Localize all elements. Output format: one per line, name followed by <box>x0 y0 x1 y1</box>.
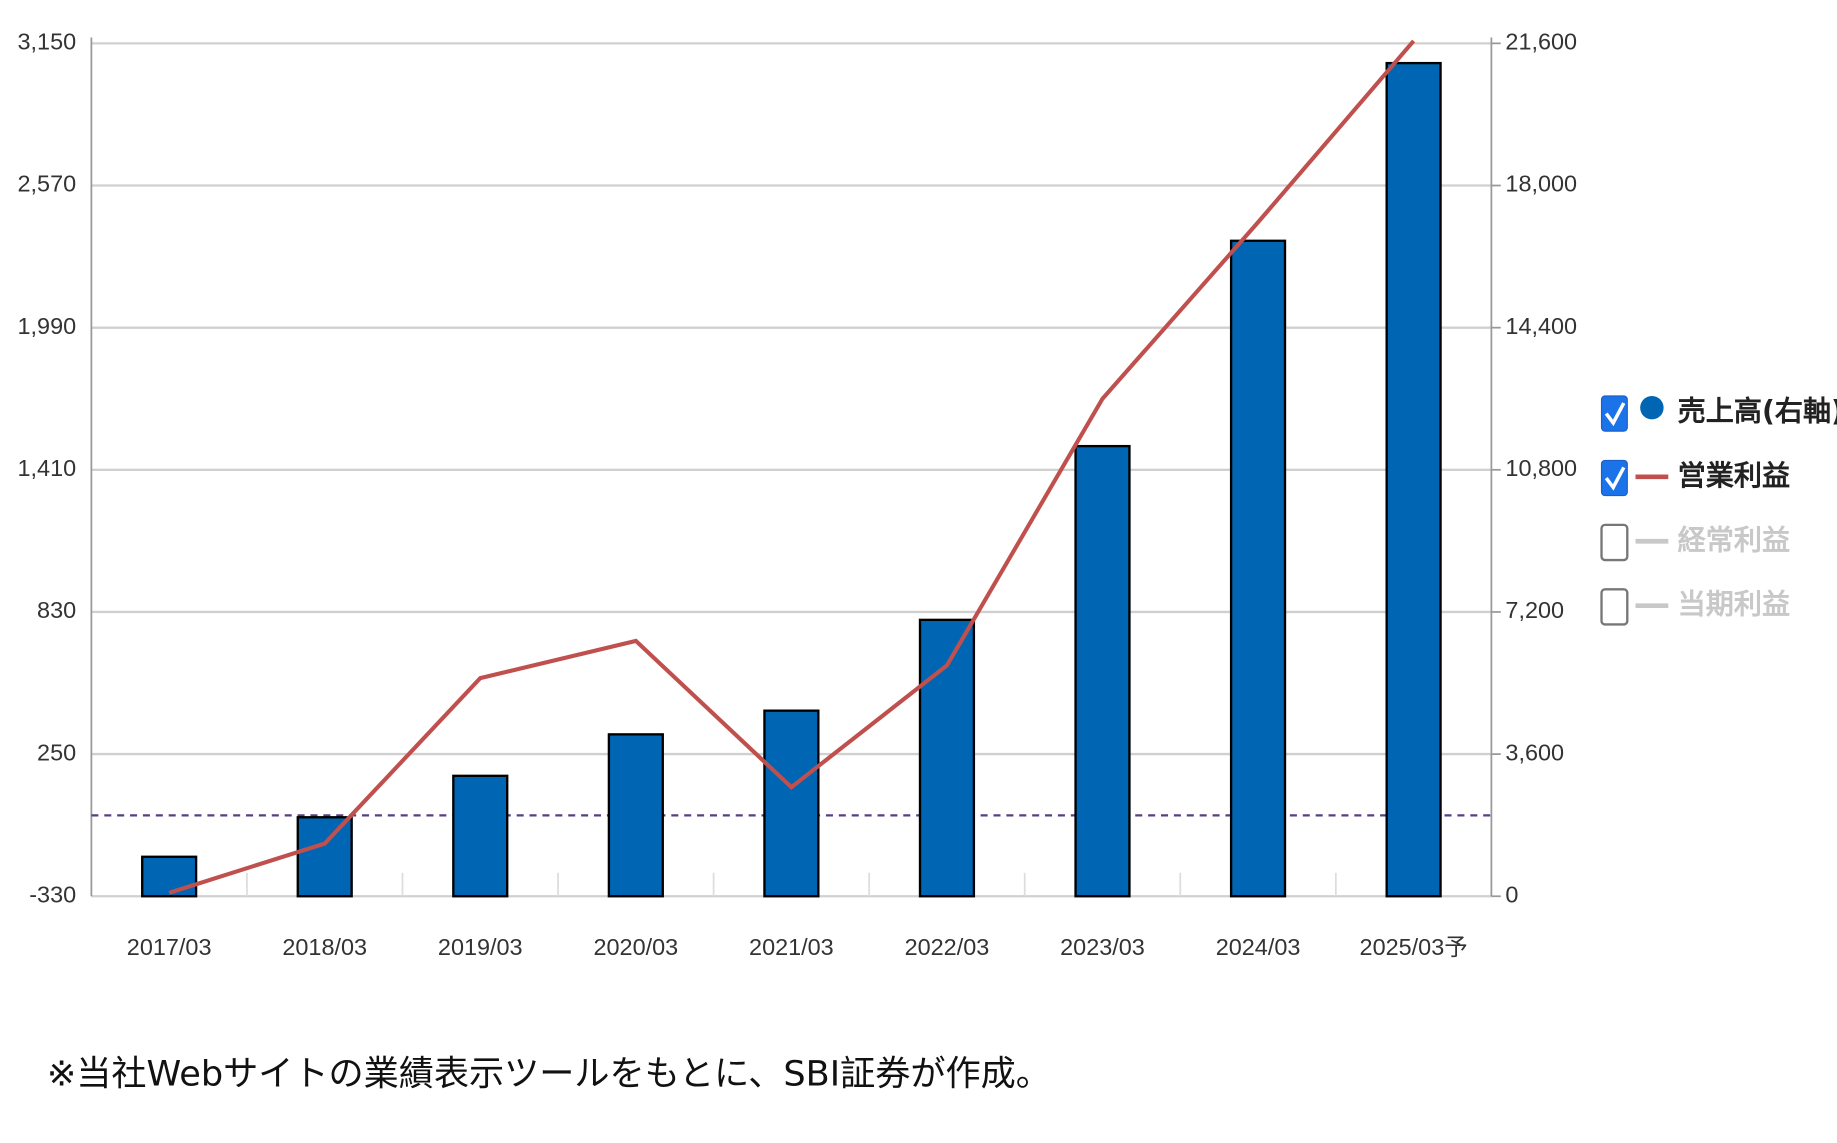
y-tick-label: 2,570 <box>18 171 77 197</box>
y-tick-label: 1,410 <box>18 455 77 481</box>
bar <box>1385 61 1442 898</box>
y2-tick-label: 3,600 <box>1505 739 1564 765</box>
plot-area <box>141 39 1442 898</box>
checkmark <box>1604 402 1626 427</box>
footnote: ※当社Webサイトの業績表示ツールをもとに、SBI証券が作成。 <box>47 1054 1051 1095</box>
bar <box>1074 444 1131 898</box>
checkmark <box>1604 466 1626 491</box>
bar <box>296 816 353 898</box>
bar <box>141 855 198 898</box>
x-tick-label: 2024/03 <box>1216 934 1301 960</box>
legend-item: 売上高(右軸) <box>1600 394 1837 432</box>
x-tick-label: 2025/03予 <box>1360 934 1468 960</box>
y2-tick-label: 7,200 <box>1505 597 1564 623</box>
y-tick-label: -330 <box>29 881 76 907</box>
y-tick-label: 1,990 <box>18 313 77 339</box>
checkbox[interactable] <box>1600 588 1629 626</box>
legend-item: 当期利益 <box>1600 588 1790 626</box>
y2-tick-label: 14,400 <box>1505 313 1577 339</box>
y2-tick-label: 0 <box>1505 881 1518 907</box>
line <box>168 39 1416 895</box>
checkbox[interactable] <box>1600 459 1628 497</box>
legend-item: 経常利益 <box>1600 523 1790 562</box>
bar <box>918 618 976 898</box>
y2-tick-label: 10,800 <box>1505 455 1577 481</box>
x-tick-label: 2022/03 <box>905 934 990 960</box>
checkbox[interactable] <box>1600 523 1629 562</box>
bar <box>452 774 509 898</box>
x-tick-label: 2018/03 <box>282 934 367 960</box>
x-tick-label: 2017/03 <box>127 934 212 960</box>
y-tick-label: 250 <box>37 739 76 765</box>
x-tick-label: 2023/03 <box>1060 934 1145 960</box>
bar <box>1229 239 1287 898</box>
y-tick-label: 3,150 <box>18 29 77 55</box>
legend-label: 経常利益 <box>1678 523 1790 556</box>
x-tick-label: 2020/03 <box>593 934 678 960</box>
y-tick-label: 830 <box>37 597 76 623</box>
legend-label: 営業利益 <box>1678 459 1790 492</box>
legend-swatch <box>1640 396 1664 420</box>
legend-label: 当期利益 <box>1678 588 1790 621</box>
legend-label: 売上高(右軸) <box>1678 394 1837 427</box>
bar <box>607 733 664 898</box>
legend-item: 営業利益 <box>1600 459 1790 497</box>
y2-tick-label: 21,600 <box>1505 29 1577 55</box>
x-tick-label: 2019/03 <box>438 934 523 960</box>
y2-tick-label: 18,000 <box>1505 171 1577 197</box>
bar <box>763 709 820 898</box>
checkbox[interactable] <box>1600 395 1628 432</box>
x-tick-label: 2021/03 <box>749 934 834 960</box>
